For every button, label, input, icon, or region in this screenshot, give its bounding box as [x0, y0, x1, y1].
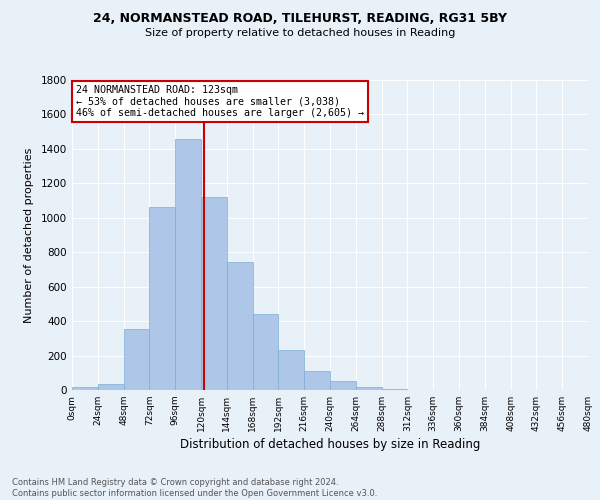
- Bar: [149, 208, 175, 390]
- Text: 24, NORMANSTEAD ROAD, TILEHURST, READING, RG31 5BY: 24, NORMANSTEAD ROAD, TILEHURST, READING…: [93, 12, 507, 26]
- Bar: [253, 314, 278, 390]
- Bar: [304, 371, 330, 390]
- Bar: [382, 389, 407, 390]
- Y-axis label: Number of detached properties: Number of detached properties: [24, 148, 34, 322]
- Bar: [124, 329, 149, 390]
- Bar: [98, 384, 124, 390]
- Bar: [175, 138, 201, 390]
- X-axis label: Distribution of detached houses by size in Reading: Distribution of detached houses by size …: [180, 438, 480, 451]
- Bar: [278, 350, 304, 390]
- Text: Size of property relative to detached houses in Reading: Size of property relative to detached ho…: [145, 28, 455, 38]
- Bar: [227, 262, 253, 390]
- Text: Contains HM Land Registry data © Crown copyright and database right 2024.
Contai: Contains HM Land Registry data © Crown c…: [12, 478, 377, 498]
- Bar: [356, 386, 382, 390]
- Bar: [330, 380, 356, 390]
- Bar: [201, 197, 227, 390]
- Bar: [72, 388, 98, 390]
- Text: 24 NORMANSTEAD ROAD: 123sqm
← 53% of detached houses are smaller (3,038)
46% of : 24 NORMANSTEAD ROAD: 123sqm ← 53% of det…: [76, 85, 364, 118]
